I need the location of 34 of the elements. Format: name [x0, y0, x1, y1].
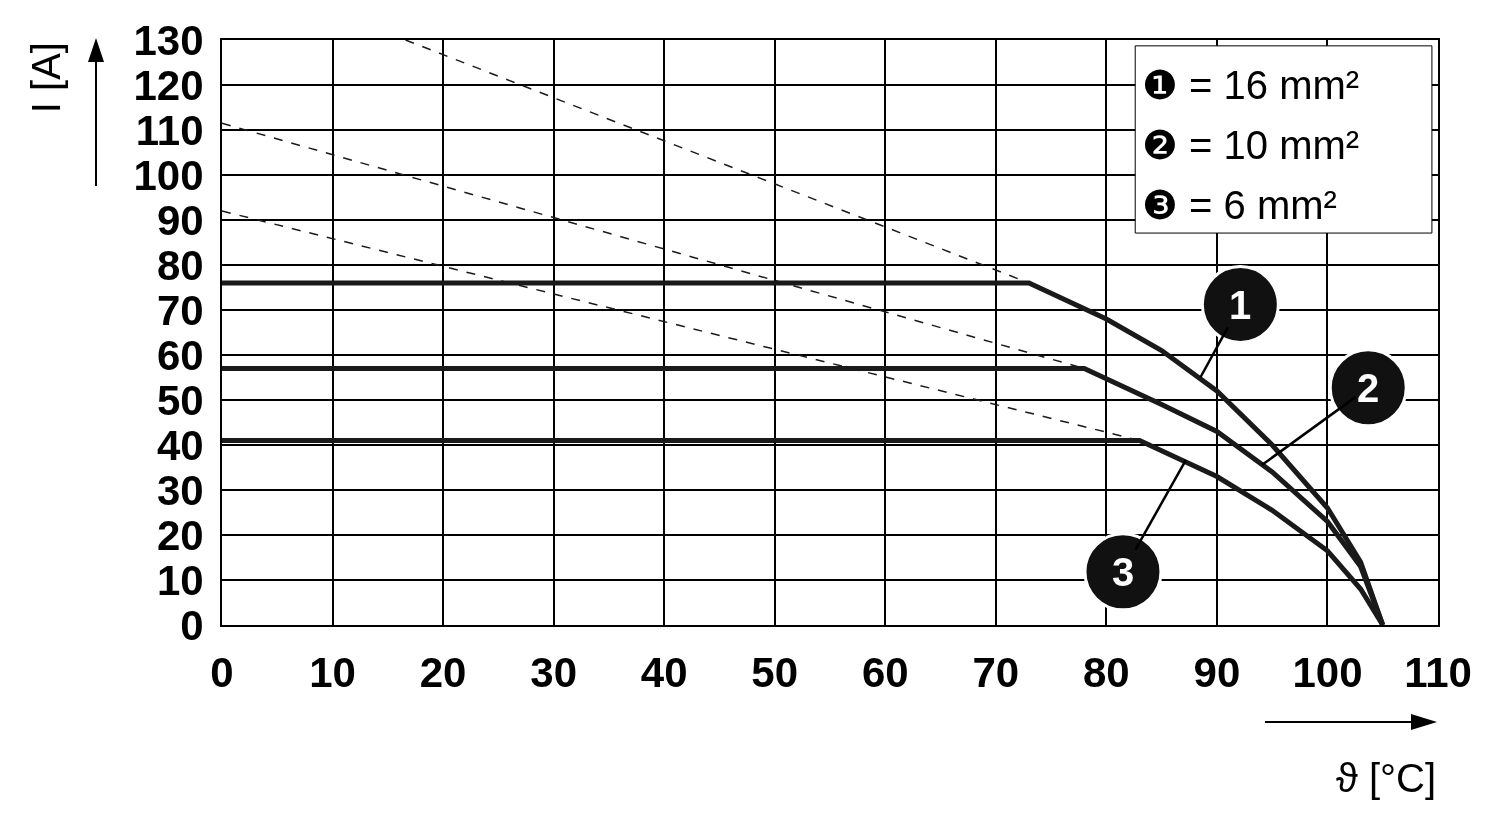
y-tick-label: 110	[135, 106, 204, 154]
x-tick-label: 60	[861, 649, 909, 697]
annotation: ❶ = 16 mm²	[1142, 63, 1360, 107]
x-tick-label: 80	[1083, 649, 1130, 697]
y-tick-label: 0	[180, 601, 204, 649]
y-tick-label: 60	[156, 331, 204, 379]
y-tick-label: 90	[156, 196, 204, 244]
x-tick-label: 40	[640, 649, 688, 697]
y-tick-label: 120	[133, 61, 204, 109]
annotation: 3	[1112, 550, 1135, 594]
y-tick-label: 20	[156, 511, 204, 559]
x-tick-label: 70	[972, 649, 1020, 697]
x-tick-label: 30	[530, 649, 577, 697]
annotation: 1	[1229, 283, 1252, 327]
y-tick-label: 130	[133, 16, 204, 64]
y-tick-label: 40	[156, 421, 204, 469]
x-tick-label: 90	[1193, 649, 1241, 697]
y-axis-title: I [A]	[24, 42, 69, 114]
x-tick-label: 20	[419, 649, 467, 697]
annotation: 2	[1357, 366, 1380, 410]
x-tick-label: 0	[210, 649, 234, 697]
annotation: ❸ = 6 mm²	[1142, 183, 1337, 227]
y-tick-label: 50	[156, 376, 204, 424]
x-tick-label: 110	[1404, 649, 1472, 697]
annotation: ❷ = 10 mm²	[1142, 123, 1360, 167]
x-tick-label: 100	[1292, 649, 1363, 697]
x-tick-label: 10	[309, 649, 356, 697]
x-axis-title: ϑ [°C]	[1336, 756, 1437, 800]
y-tick-label: 100	[133, 151, 204, 199]
y-tick-label: 10	[156, 556, 204, 604]
y-tick-label: 30	[156, 466, 204, 514]
y-tick-label: 70	[156, 286, 204, 334]
x-tick-label: 50	[751, 649, 799, 697]
y-tick-label: 80	[156, 241, 204, 289]
